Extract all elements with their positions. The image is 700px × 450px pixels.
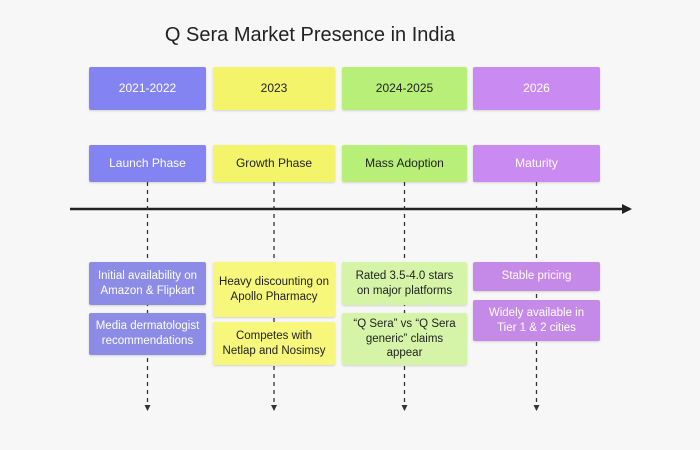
note-box: Competes with Netlap and Nosimsy bbox=[213, 322, 335, 365]
period-box: 2023 bbox=[213, 67, 335, 110]
period-box: 2021-2022 bbox=[89, 67, 206, 110]
phase-box: Maturity bbox=[473, 145, 600, 182]
title: Q Sera Market Presence in India bbox=[164, 24, 456, 46]
note-box: Stable pricing bbox=[473, 262, 600, 291]
period-box: 2024-2025 bbox=[342, 67, 467, 110]
note-box: Media dermatologist recommendations bbox=[89, 313, 206, 355]
note-box: Widely available in Tier 1 & 2 cities bbox=[473, 300, 600, 341]
note-box: Rated 3.5-4.0 stars on major platforms bbox=[342, 262, 467, 305]
phase-box: Launch Phase bbox=[89, 145, 206, 182]
note-box: Initial availability on Amazon & Flipkar… bbox=[89, 262, 206, 305]
phase-box: Mass Adoption bbox=[342, 145, 467, 182]
period-box: 2026 bbox=[473, 67, 600, 110]
note-box: Heavy discounting on Apollo Pharmacy bbox=[213, 262, 335, 317]
phase-box: Growth Phase bbox=[213, 145, 335, 182]
note-box: “Q Sera” vs “Q Sera generic” claims appe… bbox=[342, 313, 467, 365]
